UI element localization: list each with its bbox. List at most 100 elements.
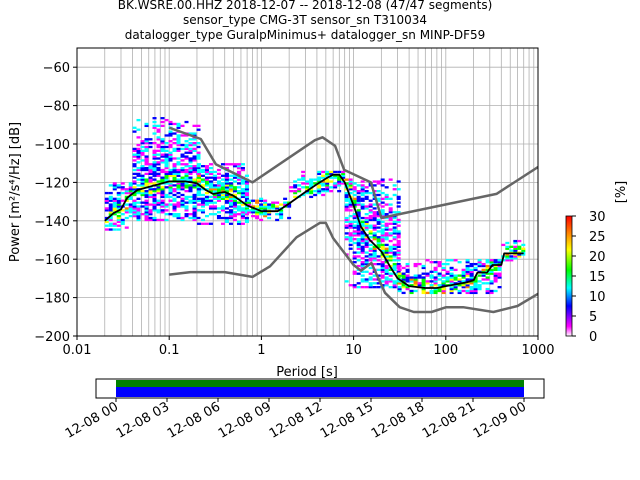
ppsd-cell bbox=[417, 262, 422, 266]
ppsd-cell bbox=[184, 178, 189, 181]
ppsd-cell bbox=[461, 276, 466, 279]
ppsd-cell bbox=[505, 253, 510, 256]
ppsd-cell bbox=[192, 149, 197, 152]
ppsd-cell bbox=[392, 228, 397, 231]
ppsd-cell bbox=[275, 205, 280, 208]
ppsd-cell bbox=[396, 197, 401, 200]
ppsd-cell bbox=[388, 278, 393, 281]
ppsd-cell bbox=[244, 201, 249, 204]
ppsd-cell bbox=[421, 276, 426, 279]
y-tick-label: −100 bbox=[34, 138, 70, 153]
ppsd-cell bbox=[368, 203, 373, 206]
ppsd-cell bbox=[168, 213, 173, 216]
ppsd-cell bbox=[244, 220, 249, 224]
ppsd-cell bbox=[140, 140, 145, 143]
ppsd-cell bbox=[180, 166, 185, 170]
ppsd-cell bbox=[188, 161, 193, 164]
ppsd-cell bbox=[259, 203, 264, 206]
ppsd-cell bbox=[356, 190, 361, 193]
ppsd-cell bbox=[208, 172, 213, 176]
ppsd-cell bbox=[433, 276, 438, 279]
ppsd-cell bbox=[469, 282, 474, 285]
ppsd-cell bbox=[401, 272, 406, 275]
ppsd-cell bbox=[148, 168, 153, 172]
ppsd-cell bbox=[372, 207, 377, 210]
ppsd-cell bbox=[132, 147, 137, 151]
ppsd-cell bbox=[208, 180, 213, 183]
ppsd-cell bbox=[461, 286, 466, 289]
ppsd-cell bbox=[240, 207, 245, 210]
ppsd-cell bbox=[449, 272, 454, 275]
ppsd-cell bbox=[348, 201, 353, 204]
ppsd-cell bbox=[380, 180, 385, 183]
ppsd-cell bbox=[352, 238, 357, 241]
ppsd-cell bbox=[255, 199, 260, 202]
ppsd-cell bbox=[372, 216, 377, 220]
ppsd-cell bbox=[437, 289, 442, 293]
ppsd-cell bbox=[224, 211, 229, 214]
ppsd-cell bbox=[180, 182, 185, 185]
ppsd-cell bbox=[509, 257, 514, 260]
ppsd-cell bbox=[344, 238, 349, 241]
ppsd-cell bbox=[160, 147, 165, 151]
ppsd-cell bbox=[396, 224, 401, 227]
ppsd-cell bbox=[368, 224, 373, 227]
ppsd-cell bbox=[360, 188, 365, 191]
ppsd-cell bbox=[441, 287, 446, 291]
ppsd-cell bbox=[348, 238, 353, 241]
ppsd-cell bbox=[384, 228, 389, 231]
ppsd-cell bbox=[160, 203, 165, 206]
ppsd-cell bbox=[136, 172, 141, 176]
ppsd-cell bbox=[401, 266, 406, 270]
ppsd-cell bbox=[352, 272, 357, 275]
ppsd-cell bbox=[164, 170, 169, 174]
ppsd-cell bbox=[505, 255, 510, 258]
ppsd-cell bbox=[493, 259, 498, 262]
ppsd-cell bbox=[148, 191, 153, 195]
ppsd-cell bbox=[364, 262, 369, 266]
ppsd-cell bbox=[356, 211, 361, 214]
ppsd-cell bbox=[429, 274, 434, 277]
ppsd-cell bbox=[305, 180, 310, 183]
ppsd-cell bbox=[360, 199, 365, 202]
ppsd-cell bbox=[301, 174, 306, 177]
ppsd-cell bbox=[380, 232, 385, 235]
ppsd-cell bbox=[212, 186, 217, 189]
ppsd-cell bbox=[372, 234, 377, 237]
ppsd-cell bbox=[364, 278, 369, 281]
ppsd-cell bbox=[453, 287, 458, 291]
ppsd-cell bbox=[409, 276, 414, 279]
ppsd-cell bbox=[259, 197, 264, 200]
ppsd-cell bbox=[136, 190, 141, 193]
ppsd-cell bbox=[457, 289, 462, 293]
ppsd-cell bbox=[188, 142, 193, 145]
ppsd-cell bbox=[289, 190, 294, 193]
ppsd-cell bbox=[380, 205, 385, 208]
ppsd-cell bbox=[356, 241, 361, 245]
ppsd-cell bbox=[184, 163, 189, 166]
ppsd-cell bbox=[116, 191, 121, 195]
ppsd-cell bbox=[485, 291, 490, 295]
ppsd-cell bbox=[433, 289, 438, 293]
ppsd-cell bbox=[216, 193, 221, 197]
ppsd-cell bbox=[168, 157, 173, 160]
ppsd-cell bbox=[192, 143, 197, 147]
ppsd-cell bbox=[421, 266, 426, 270]
ppsd-cell bbox=[196, 172, 201, 176]
ppsd-cell bbox=[384, 232, 389, 235]
ppsd-cell bbox=[321, 170, 326, 174]
ppsd-cell bbox=[144, 161, 149, 164]
timeline-tick-label: 12-08 21 bbox=[420, 399, 478, 441]
ppsd-cell bbox=[120, 213, 125, 216]
ppsd-cell bbox=[279, 209, 284, 212]
ppsd-cell bbox=[128, 186, 133, 189]
ppsd-cell bbox=[196, 199, 201, 202]
ppsd-cell bbox=[372, 255, 377, 258]
ppsd-cell bbox=[124, 190, 129, 193]
ppsd-cell bbox=[283, 201, 288, 204]
ppsd-cell bbox=[200, 205, 205, 208]
ppsd-cell bbox=[348, 203, 353, 206]
ppsd-cell bbox=[401, 286, 406, 289]
ppsd-cell bbox=[172, 207, 177, 210]
ppsd-cell bbox=[421, 289, 426, 293]
